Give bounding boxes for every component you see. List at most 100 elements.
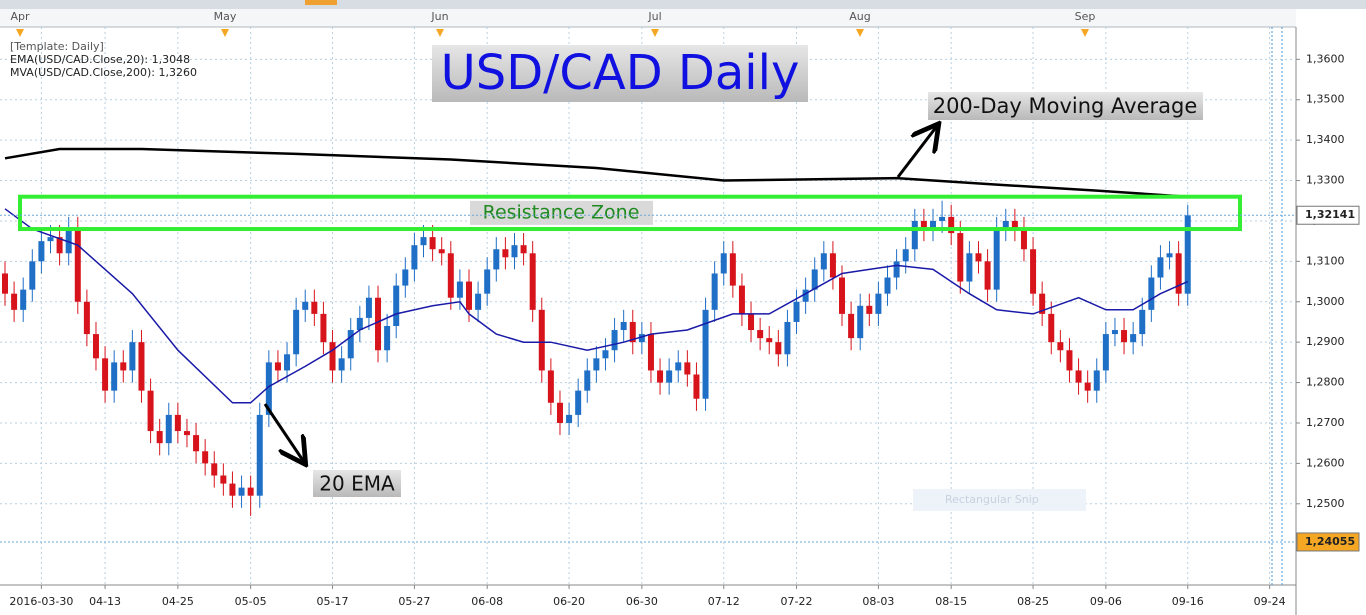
candle-body [38, 241, 45, 262]
candle-body [329, 342, 336, 371]
candle-body [156, 431, 163, 444]
candle-body [229, 483, 236, 496]
candle-body [83, 301, 90, 335]
x-tick-label: 06-20 [553, 595, 585, 608]
candle-body [447, 253, 454, 298]
y-tick-label: 1,2700 [1306, 416, 1345, 429]
candle-body [1111, 330, 1118, 335]
x-tick-label: 2016-03-30 [9, 595, 73, 608]
candle-body [1048, 313, 1055, 343]
candle-body [556, 402, 563, 423]
month-label: May [214, 10, 237, 23]
month-label: Apr [10, 10, 30, 23]
candle-body [839, 277, 846, 314]
candle-body [520, 245, 527, 254]
candle-body [993, 229, 1000, 290]
x-tick-label: 05-05 [235, 595, 267, 608]
candle-body [320, 313, 327, 343]
candle-body [702, 309, 709, 399]
month-label: Aug [849, 10, 870, 23]
legend-title: [Template: Daily] [10, 40, 104, 53]
title-box [432, 45, 808, 102]
candle-body [265, 362, 272, 415]
x-tick-label: 05-27 [398, 595, 430, 608]
price-tag-label: 1,32141 [1305, 208, 1355, 221]
y-tick-label: 1,3300 [1306, 174, 1345, 187]
candle-body [657, 370, 664, 383]
toolbar-strip [0, 0, 1366, 9]
candle-body [165, 414, 172, 444]
candle-body [1102, 334, 1109, 371]
candle-body [29, 261, 36, 290]
indicator-line [4, 147, 1188, 198]
x-tick-label: 09-24 [1254, 595, 1286, 608]
month-marker [651, 29, 659, 37]
candle-body [274, 362, 281, 371]
candle-body [902, 249, 909, 262]
y-tick-label: 1,2800 [1306, 376, 1345, 389]
candle-body [538, 309, 545, 371]
candle-body [411, 245, 418, 270]
candle-body [911, 220, 918, 250]
candle-body [893, 261, 900, 278]
candle-body [438, 249, 445, 254]
y-tick-label: 1,2500 [1306, 497, 1345, 510]
candle-body [456, 281, 463, 298]
candle-body [866, 305, 873, 314]
candle-body [129, 342, 136, 371]
candle-body [975, 253, 982, 262]
candle-body [138, 342, 145, 391]
candle-body [1020, 229, 1027, 250]
candle-body [1093, 370, 1100, 391]
candle-body [929, 220, 936, 230]
x-tick-label: 07-22 [781, 595, 813, 608]
candle-body [92, 334, 99, 359]
month-label: Jul [647, 10, 661, 23]
candle-body [174, 414, 181, 432]
candle-body [475, 293, 482, 310]
candle-body [20, 289, 27, 310]
candle-body [857, 305, 864, 339]
candle-body [1184, 215, 1191, 294]
candle-body [111, 362, 118, 391]
y-tick-label: 1,2600 [1306, 456, 1345, 469]
candle-body [684, 362, 691, 375]
candle-body [247, 487, 254, 496]
toolbar-tab [305, 0, 337, 5]
legend-entry: EMA(USD/CAD.Close,20): 1,3048 [10, 53, 190, 66]
candle-body [465, 281, 472, 310]
candle-body [966, 253, 973, 282]
candle-body [584, 370, 591, 391]
candle-body [384, 326, 391, 351]
candle-body [602, 350, 609, 359]
x-tick-label: 08-15 [935, 595, 967, 608]
candle-body [547, 370, 554, 403]
month-marker [856, 29, 864, 37]
x-tick-label: 08-25 [1017, 595, 1049, 608]
zone-label: Resistance Zone [483, 201, 640, 223]
candle-body [793, 301, 800, 322]
snip-label: Rectangular Snip [945, 493, 1039, 506]
chart-title: USD/CAD Daily [441, 45, 800, 101]
x-tick-label: 05-17 [317, 595, 349, 608]
candle-body [102, 358, 109, 391]
candle-body [1066, 350, 1073, 371]
annotation: 20 EMA [319, 472, 395, 496]
x-tick-label: 06-30 [626, 595, 658, 608]
candle-body [984, 261, 991, 290]
month-marker [221, 29, 229, 37]
candle-body [429, 237, 436, 250]
month-label: Sep [1075, 10, 1096, 23]
candle-body [211, 463, 218, 476]
y-tick-label: 1,3000 [1306, 295, 1345, 308]
price-tag-label: 1,24055 [1305, 535, 1355, 548]
candle-body [47, 237, 54, 242]
annotation: 200-Day Moving Average [933, 94, 1198, 118]
candle-body [74, 229, 81, 302]
candle-body [375, 297, 382, 351]
candle-body [11, 293, 18, 310]
candle-body [502, 249, 509, 258]
indicator-line [4, 208, 1189, 404]
candle-body [365, 297, 372, 318]
